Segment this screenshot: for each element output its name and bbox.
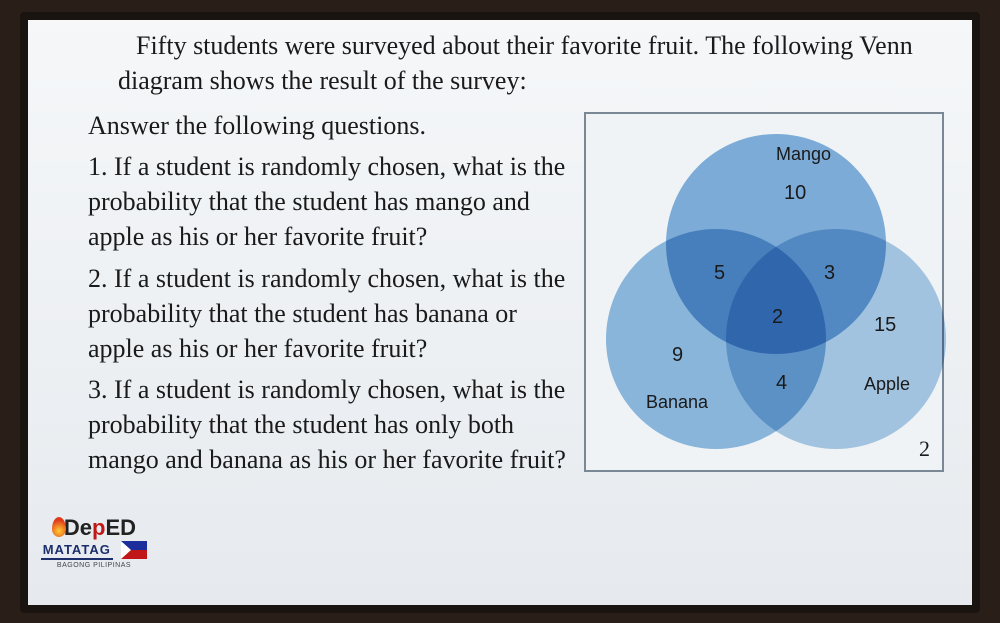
questions-block: Answer the following questions. 1. If a … (88, 108, 572, 483)
venn-value-apple-only: 15 (874, 314, 896, 337)
deped-wordmark: DepED (34, 515, 154, 541)
venn-value-mango-banana: 5 (714, 262, 725, 285)
slide: Fifty students were surveyed about their… (28, 20, 972, 605)
venn-value-mango-only: 10 (784, 182, 806, 205)
matatag-label: MATATAG (41, 542, 113, 560)
venn-diagram-box: Mango Banana Apple 10 9 15 5 3 4 2 2 (584, 112, 944, 472)
flame-icon (52, 517, 66, 537)
venn-value-mango-apple: 3 (824, 262, 835, 285)
venn-label-banana: Banana (646, 392, 708, 413)
venn-label-apple: Apple (864, 374, 910, 395)
venn-value-outside: 2 (919, 436, 930, 462)
deped-logo: DepED MATATAG BAGONG PILIPINAS (34, 515, 154, 569)
tv-frame: Fifty students were surveyed about their… (20, 12, 980, 613)
intro-text: Fifty students were surveyed about their… (118, 28, 924, 98)
venn-value-banana-only: 9 (672, 344, 683, 367)
venn-diagram: Mango Banana Apple 10 9 15 5 3 4 2 2 (586, 114, 942, 470)
questions-lead: Answer the following questions. (88, 108, 572, 143)
question-2: 2. If a student is randomly chosen, what… (88, 261, 572, 366)
venn-circle-apple (726, 229, 946, 449)
venn-value-banana-apple: 4 (776, 372, 787, 395)
content-row: Answer the following questions. 1. If a … (88, 108, 944, 483)
question-3: 3. If a student is randomly chosen, what… (88, 372, 572, 477)
venn-value-all-three: 2 (772, 306, 783, 329)
question-1: 1. If a student is randomly chosen, what… (88, 149, 572, 254)
venn-label-mango: Mango (776, 144, 831, 165)
subtag-label: BAGONG PILIPINAS (34, 562, 154, 569)
ph-flag-icon (121, 541, 147, 559)
